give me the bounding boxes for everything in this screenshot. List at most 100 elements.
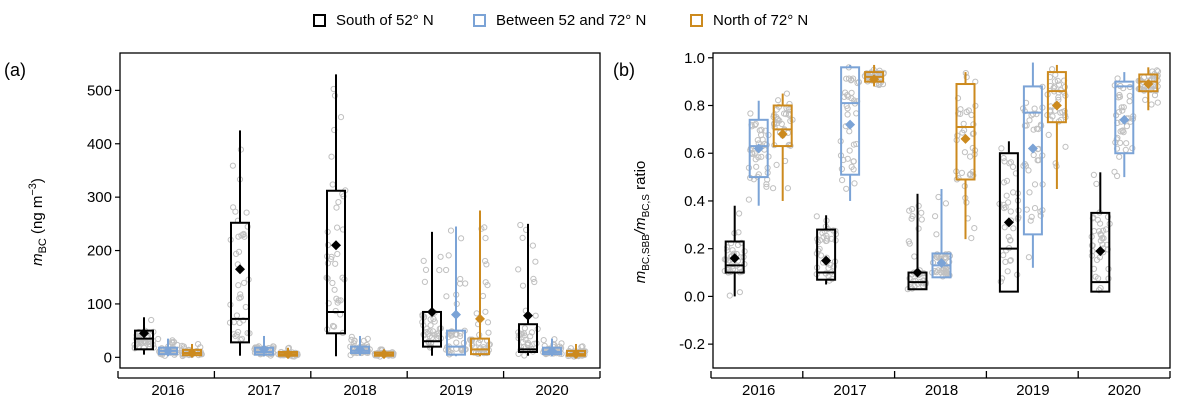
scatter-point <box>242 303 249 311</box>
scatter-point <box>238 335 246 342</box>
scatter-point <box>1007 236 1014 244</box>
axes-frame <box>712 52 1171 369</box>
scatter-point <box>237 291 244 298</box>
scatter-point <box>443 266 450 274</box>
scatter-point <box>960 120 967 127</box>
mean-marker <box>139 328 149 339</box>
box <box>840 66 861 176</box>
box <box>1090 211 1111 293</box>
box <box>470 337 490 356</box>
scatter-point <box>462 280 469 287</box>
legend-swatch-between <box>473 13 486 27</box>
scatter-point <box>329 181 336 188</box>
mean-marker <box>729 253 740 264</box>
scatter-point <box>1054 77 1061 85</box>
scatter-point <box>1037 212 1044 219</box>
box <box>724 240 745 274</box>
scatter-point <box>1007 257 1014 264</box>
scatter-point <box>481 224 488 231</box>
mean-marker <box>936 258 947 268</box>
scatter-point <box>1045 131 1052 138</box>
panel-a-plot: 0 100 200 300 400 500 2016 2017 2018 2019 2020 <box>87 52 601 396</box>
scatter-point <box>236 319 243 326</box>
x-tick-label: 2020 <box>1108 382 1141 396</box>
scatter-point <box>1116 91 1123 99</box>
scatter-point <box>447 227 455 234</box>
scatter-point <box>1097 220 1104 227</box>
mean-marker <box>187 348 197 359</box>
scatter-point <box>332 260 339 267</box>
legend-swatch-north <box>690 13 703 27</box>
box <box>1022 85 1043 236</box>
legend-item-south: South of 52° N <box>313 10 434 30</box>
scatter-point <box>854 79 861 87</box>
scatter-point <box>850 166 857 173</box>
scatter-point <box>1051 83 1058 90</box>
scatter-point <box>1090 171 1098 178</box>
box <box>816 228 837 281</box>
scatter-point <box>957 110 964 118</box>
scatter-point <box>770 185 777 192</box>
scatter-point <box>845 93 852 100</box>
scatter-point <box>1030 126 1037 133</box>
scatter-point <box>784 185 792 192</box>
scatter-point <box>340 193 347 200</box>
y-tick-label: 300 <box>87 189 112 206</box>
scatter-point <box>932 213 939 220</box>
box <box>446 329 466 356</box>
scatter-point <box>754 137 761 144</box>
scatter-point <box>1151 92 1159 99</box>
mean-marker <box>1095 246 1106 257</box>
box <box>230 221 250 344</box>
scatter-point <box>968 235 975 242</box>
scatter-point <box>1104 246 1111 253</box>
mean-marker <box>1051 100 1062 111</box>
scatter-point <box>745 196 753 203</box>
mean-marker <box>912 267 923 278</box>
scatter-point <box>1095 287 1103 294</box>
scatter-point <box>457 275 464 283</box>
scatter-point <box>351 337 358 345</box>
scatter-point <box>1006 160 1013 167</box>
panel-b-ylabel-m: m <box>632 271 649 284</box>
scatter-point <box>334 299 341 306</box>
scatter-point <box>1001 205 1008 212</box>
scatter-point <box>1007 208 1014 215</box>
scatter-point <box>431 318 438 325</box>
scatter-point <box>954 95 962 102</box>
scatter-point <box>747 110 754 117</box>
scatter-point <box>1003 177 1011 184</box>
scatter-point <box>775 97 782 104</box>
scatter-point <box>519 282 527 289</box>
panel-a-ylabel-m: m <box>29 253 46 266</box>
mean-marker <box>845 119 856 130</box>
legend-label-south: South of 52° N <box>336 11 434 29</box>
scatter-point <box>1118 104 1125 111</box>
scatter-point <box>1000 155 1007 162</box>
mean-marker <box>1119 114 1130 125</box>
scatter-point <box>918 216 925 223</box>
scatter-point <box>235 282 242 289</box>
scatter-point <box>528 329 536 336</box>
panel-b-plot: -0.2 0.0 0.2 0.4 0.6 0.8 1.0 2016 2017 2018 2019 20… <box>679 50 1171 396</box>
scatter-point <box>820 234 827 241</box>
panel-b-ylabel-tail: ratio <box>632 161 649 194</box>
scatter-point <box>958 169 966 176</box>
scatter-point <box>138 340 145 347</box>
x-tick-label: 2017 <box>247 382 280 396</box>
scatter-point <box>774 115 781 123</box>
box <box>326 189 346 335</box>
scatter-point <box>1034 157 1041 164</box>
y-tick-label: 500 <box>87 82 112 99</box>
scatter-point <box>1007 159 1015 166</box>
scatter-point <box>906 240 913 247</box>
scatter-point <box>726 292 733 299</box>
scatter-point <box>969 130 977 137</box>
scatter-point <box>241 233 248 240</box>
scatter-point <box>335 199 342 206</box>
scatter-point <box>421 278 428 285</box>
scatter-point <box>445 347 452 354</box>
scatter-point <box>1100 235 1107 242</box>
mean-marker <box>163 345 173 356</box>
mean-marker <box>547 345 557 356</box>
